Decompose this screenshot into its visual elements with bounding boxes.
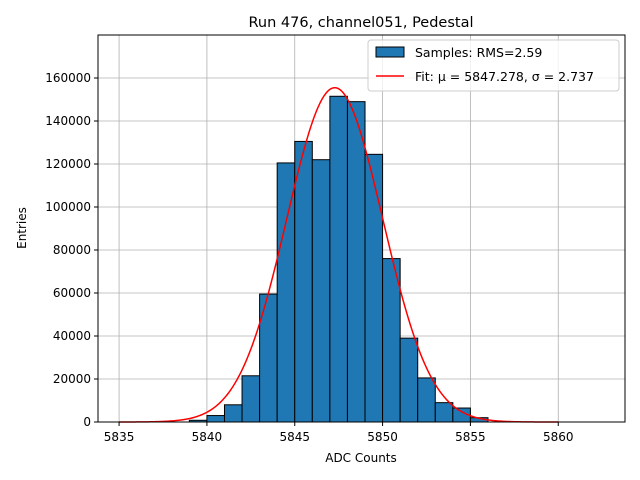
histogram-bar — [223, 404, 243, 423]
y-tick-label: 100000 — [45, 200, 91, 214]
legend-label-fit: Fit: μ = 5847.278, σ = 2.737 — [415, 69, 594, 84]
histogram-bar — [329, 95, 348, 423]
x-axis-label: ADC Counts — [325, 451, 397, 465]
histogram-bar — [346, 101, 366, 423]
histogram-bar — [364, 153, 384, 423]
plot-frame — [97, 34, 626, 423]
histogram-bar — [294, 140, 313, 423]
x-tick-label: 5845 — [279, 430, 310, 444]
histogram-bar — [311, 159, 331, 423]
x-tick-label: 5840 — [192, 430, 223, 444]
y-axis-ticks: 0 20000 40000 60000 80000 100000 120000 140000 1… — [45, 71, 98, 429]
fit-curve — [119, 86, 559, 423]
y-tick-label: 0 — [83, 415, 91, 429]
histogram-bar — [434, 402, 454, 423]
y-tick-label: 140000 — [45, 114, 91, 128]
x-axis-ticks: 5835 5840 5845 5850 5855 5860 — [104, 422, 574, 444]
y-tick-label: 160000 — [45, 71, 91, 85]
legend: Samples: RMS=2.59 Fit: μ = 5847.278, σ =… — [367, 39, 620, 92]
histogram-bar — [382, 258, 401, 423]
histogram-bar — [206, 415, 225, 423]
histogram-bar — [399, 337, 419, 423]
y-tick-label: 80000 — [53, 243, 91, 257]
chart-title: Run 476, channel051, Pedestal — [248, 15, 473, 31]
x-tick-label: 5855 — [455, 430, 486, 444]
legend-swatch-samples — [375, 46, 405, 58]
y-tick-label: 20000 — [53, 372, 91, 386]
y-tick-label: 120000 — [45, 157, 91, 171]
y-tick-label: 40000 — [53, 329, 91, 343]
histogram-bars — [188, 95, 489, 423]
histogram-bar — [276, 162, 296, 423]
histogram-bar — [417, 377, 436, 423]
y-axis-label: Entries — [15, 207, 29, 249]
x-tick-label: 5850 — [367, 430, 398, 444]
y-tick-label: 60000 — [53, 286, 91, 300]
legend-label-samples: Samples: RMS=2.59 — [415, 45, 542, 60]
x-tick-label: 5860 — [543, 430, 574, 444]
histogram-bar — [241, 375, 261, 423]
legend-box — [367, 39, 620, 92]
x-tick-label: 5835 — [104, 430, 135, 444]
